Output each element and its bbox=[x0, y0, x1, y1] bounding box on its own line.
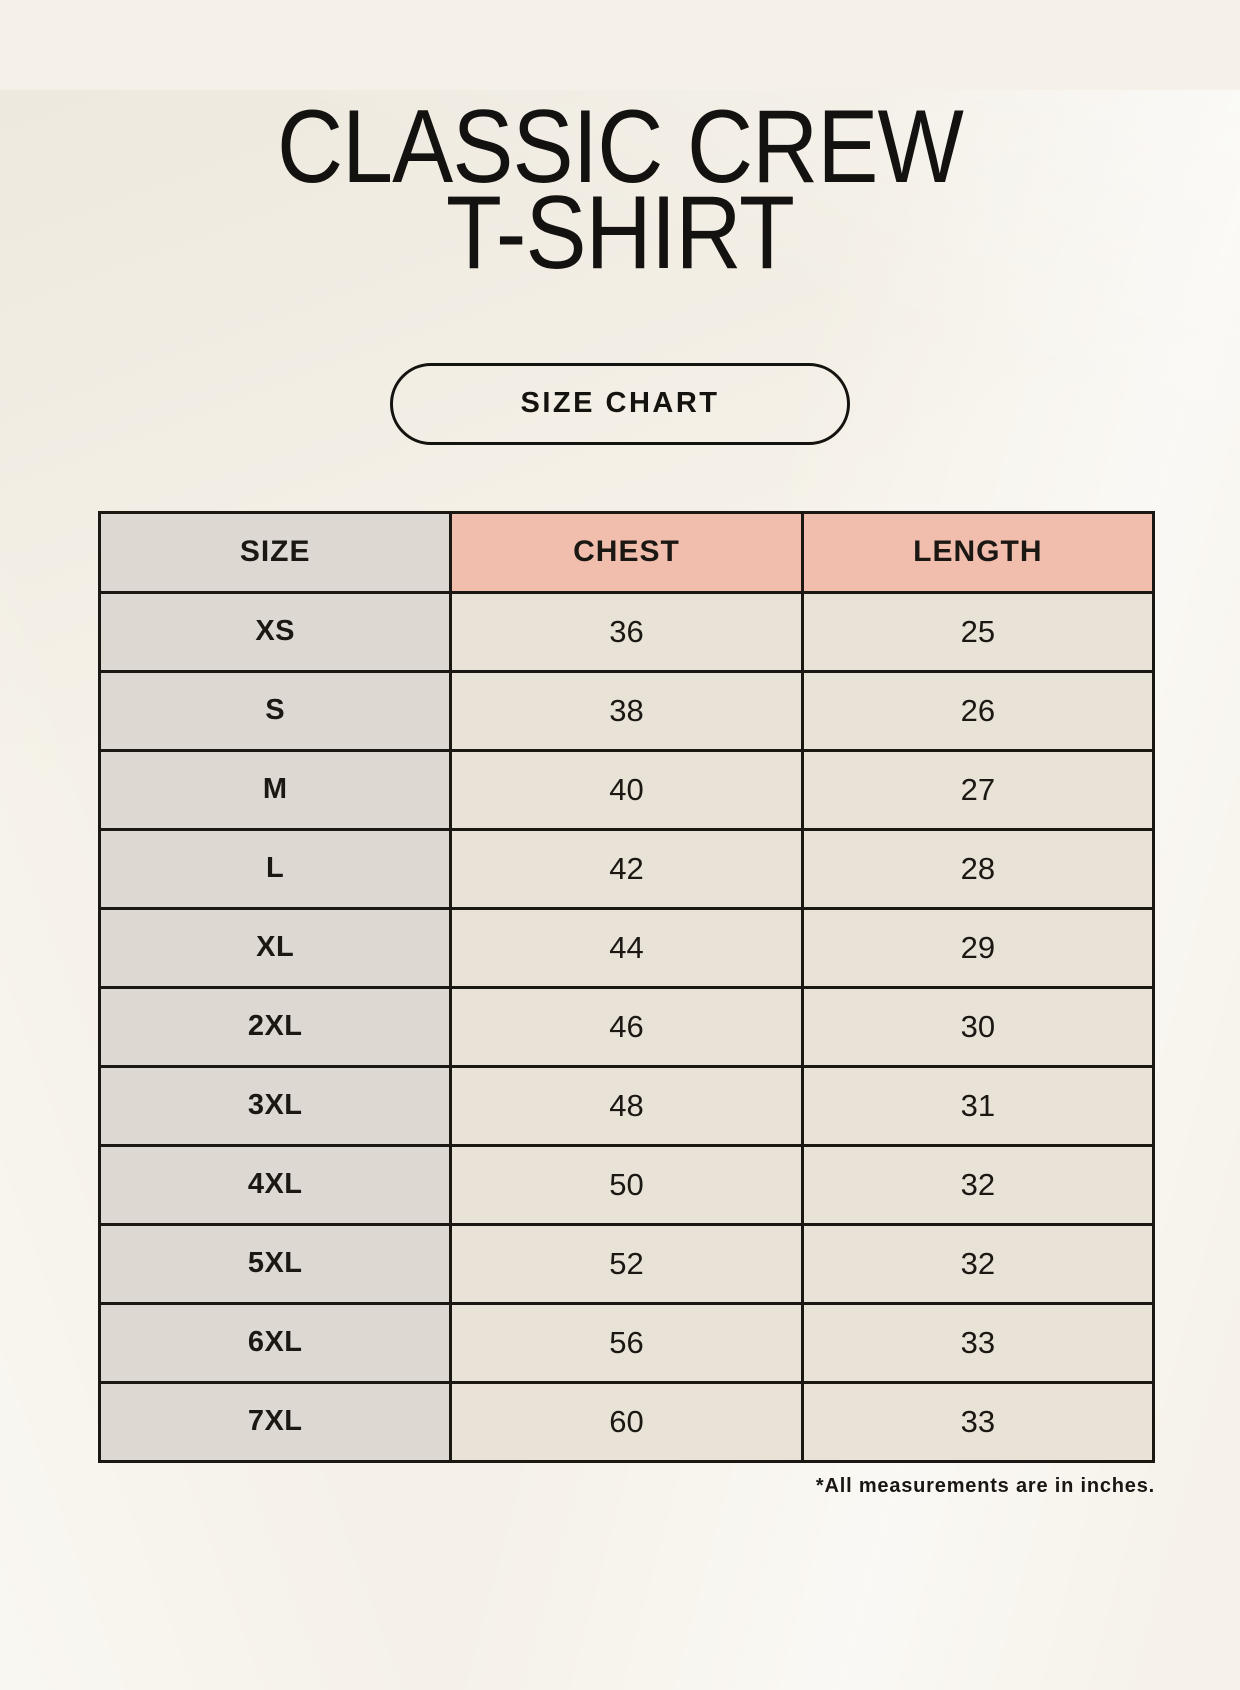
column-header-size: SIZE bbox=[97, 510, 453, 594]
length-cell: 32 bbox=[800, 1143, 1156, 1226]
table-header-row: SIZE CHEST LENGTH bbox=[97, 510, 1156, 594]
length-cell: 25 bbox=[800, 590, 1156, 673]
size-cell: M bbox=[97, 748, 453, 831]
size-cell: 3XL bbox=[97, 1064, 453, 1147]
length-cell: 30 bbox=[800, 985, 1156, 1068]
length-cell: 26 bbox=[800, 669, 1156, 752]
page-title-line-1: CLASSIC CREW bbox=[276, 89, 964, 205]
table-row: 5XL 52 32 bbox=[97, 1222, 1156, 1305]
table-row: 2XL 46 30 bbox=[97, 985, 1156, 1068]
size-cell: 7XL bbox=[97, 1380, 453, 1463]
size-chart-button[interactable]: SIZE CHART bbox=[390, 362, 850, 445]
chest-cell: 52 bbox=[449, 1222, 804, 1305]
size-cell: 4XL bbox=[97, 1143, 453, 1226]
size-cell: XS bbox=[97, 590, 453, 673]
table-row: 6XL 56 33 bbox=[97, 1301, 1156, 1384]
table-row: M 40 27 bbox=[97, 748, 1156, 831]
table-row: L 42 28 bbox=[97, 827, 1156, 910]
size-cell: S bbox=[97, 669, 453, 752]
table-row: S 38 26 bbox=[97, 669, 1156, 752]
chest-cell: 60 bbox=[449, 1380, 804, 1463]
length-cell: 33 bbox=[800, 1380, 1156, 1463]
size-cell: XL bbox=[97, 906, 453, 989]
chest-cell: 36 bbox=[449, 590, 804, 673]
length-cell: 29 bbox=[800, 906, 1156, 989]
length-cell: 28 bbox=[800, 827, 1156, 910]
column-header-chest: CHEST bbox=[449, 510, 804, 594]
table-row: XS 36 25 bbox=[97, 590, 1156, 673]
chest-cell: 56 bbox=[449, 1301, 804, 1384]
length-cell: 33 bbox=[800, 1301, 1156, 1384]
page-title: CLASSIC CREW T-SHIRT bbox=[74, 89, 1165, 292]
size-cell: 2XL bbox=[97, 985, 453, 1068]
chest-cell: 44 bbox=[449, 906, 804, 989]
table-row: 4XL 50 32 bbox=[97, 1143, 1156, 1226]
column-header-length: LENGTH bbox=[800, 510, 1156, 594]
size-cell: L bbox=[97, 827, 453, 910]
chest-cell: 42 bbox=[449, 827, 804, 910]
measurements-footnote: *All measurements are in inches. bbox=[815, 1474, 1155, 1497]
length-cell: 32 bbox=[800, 1222, 1156, 1305]
chest-cell: 50 bbox=[449, 1143, 804, 1226]
table-row: XL 44 29 bbox=[97, 906, 1156, 989]
size-table: SIZE CHEST LENGTH XS 36 25 S 38 26 M 40 … bbox=[97, 510, 1156, 1463]
length-cell: 31 bbox=[800, 1064, 1156, 1147]
size-cell: 6XL bbox=[97, 1301, 453, 1384]
chest-cell: 38 bbox=[449, 669, 804, 752]
page-title-line-2: T-SHIRT bbox=[445, 175, 795, 292]
chest-cell: 46 bbox=[449, 985, 804, 1068]
length-cell: 27 bbox=[800, 748, 1156, 831]
size-cell: 5XL bbox=[97, 1222, 453, 1305]
table-row: 7XL 60 33 bbox=[97, 1380, 1156, 1463]
chest-cell: 48 bbox=[449, 1064, 804, 1147]
size-chart-button-label: SIZE CHART bbox=[520, 387, 720, 420]
chest-cell: 40 bbox=[449, 748, 804, 831]
table-row: 3XL 48 31 bbox=[97, 1064, 1156, 1147]
page: CLASSIC CREW T-SHIRT SIZE CHART SIZE CHE… bbox=[0, 90, 1240, 1498]
